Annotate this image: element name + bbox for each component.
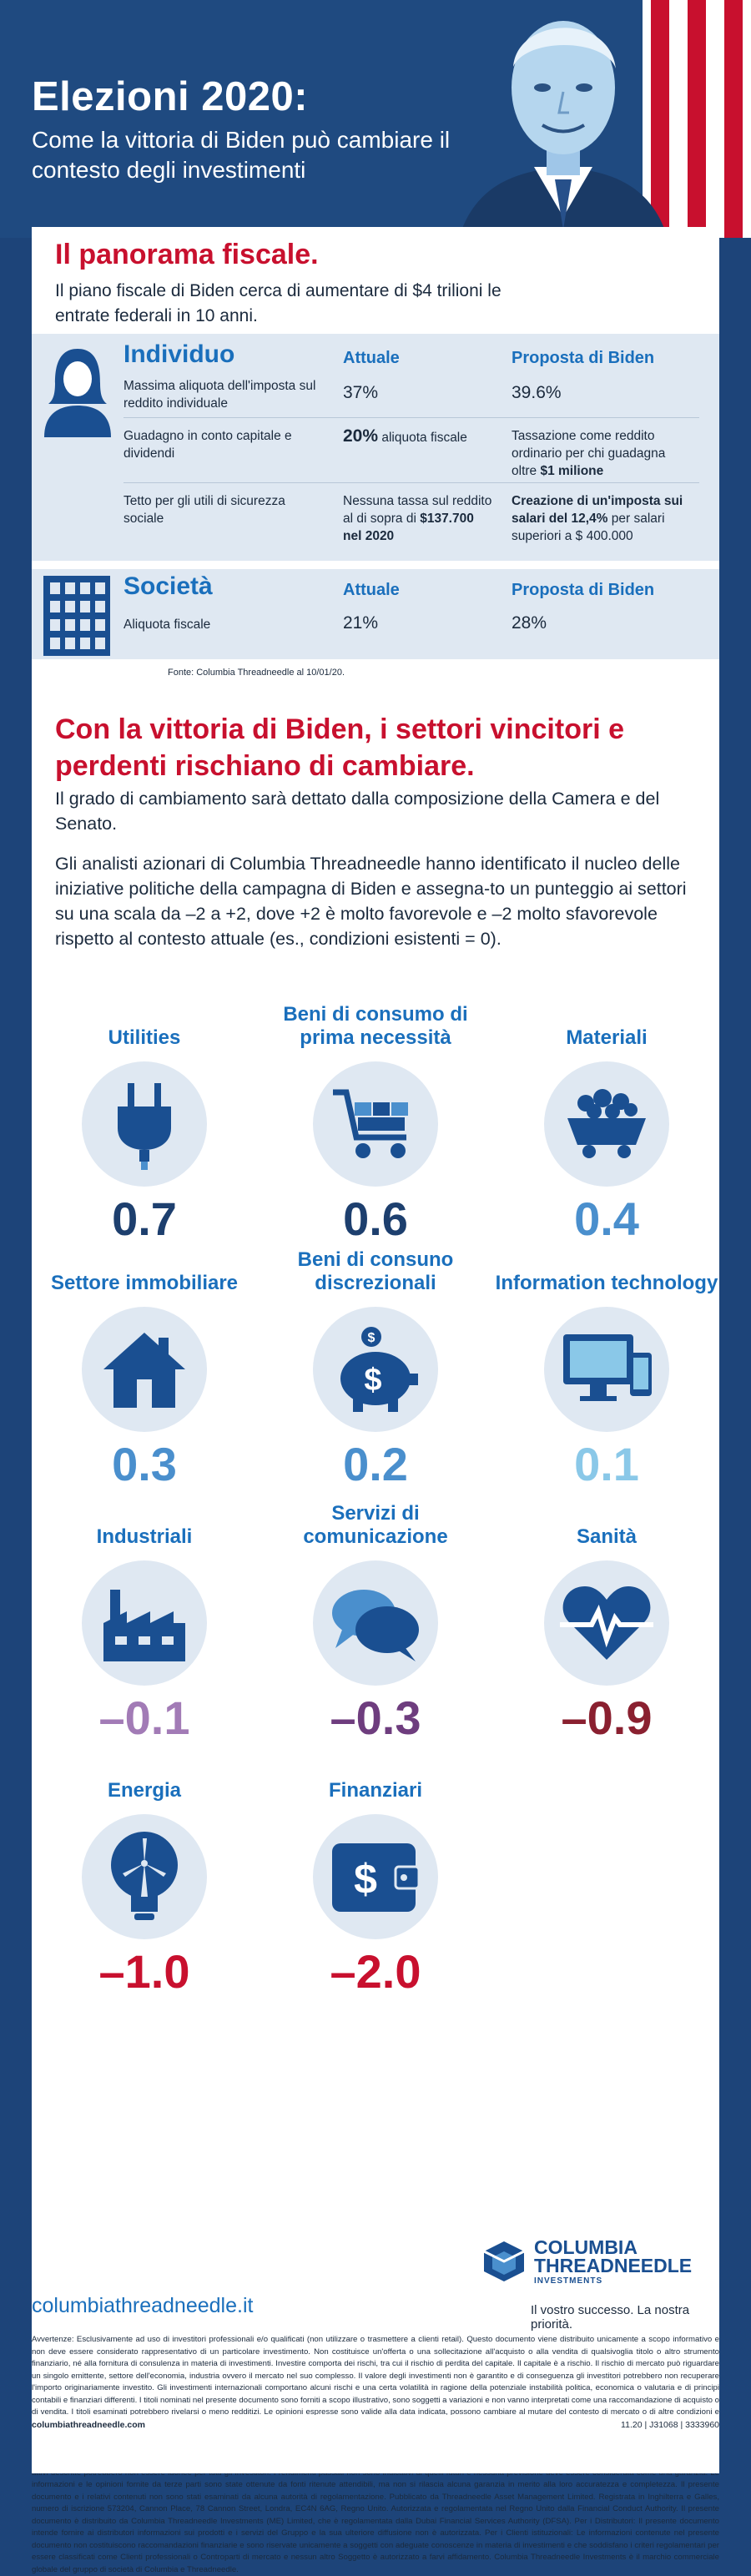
sector-financials: Finanziari $ –2.0 xyxy=(263,1756,488,1999)
societa-row-label: Aliquota fiscale xyxy=(123,618,211,632)
sector-score: –1.0 xyxy=(98,1945,190,1998)
main-panel: Il panorama fiscale. Il piano fiscale di… xyxy=(32,227,719,2574)
sectors-intro-p2: Gli analisti azionari di Columbia Thread… xyxy=(55,854,687,949)
sector-real-estate: Settore immobiliare 0.3 xyxy=(32,1248,257,1491)
sector-name: Industriali xyxy=(96,1525,193,1548)
logo-subtext: INVESTMENTS xyxy=(534,2276,603,2286)
fiscal-title: Il panorama fiscale. xyxy=(55,239,319,270)
person-icon xyxy=(44,349,111,437)
sector-communication-services: Servizi di comunicazione –0.3 xyxy=(263,1502,488,1745)
sector-name: Beni di consumo di prima necessità xyxy=(283,1003,468,1049)
svg-text:$: $ xyxy=(354,1856,377,1903)
plug-icon xyxy=(82,1061,207,1187)
individuo-row-current: 37% xyxy=(343,383,379,402)
sector-name: Materiali xyxy=(566,1026,648,1049)
sector-consumer-discretionary: Beni di consuno discrezionali $ $ 0.2 xyxy=(263,1248,488,1491)
societa-col-current: Attuale xyxy=(343,581,400,599)
societa-label: Società xyxy=(123,572,213,600)
individuo-row-proposal: 39.6% xyxy=(512,383,562,402)
computer-icon xyxy=(544,1307,669,1432)
individuo-card: Individuo Attuale Proposta di Biden Mass… xyxy=(32,334,719,561)
societa-row-current: 21% xyxy=(343,613,379,633)
tagline: Il vostro successo. La nostra priorità. xyxy=(531,2303,690,2332)
sector-score: –0.1 xyxy=(98,1691,190,1744)
individuo-row-proposal: Tassazione come reddito ordinario per ch… xyxy=(512,429,666,478)
page-title: Elezioni 2020: xyxy=(32,74,309,119)
row-divider xyxy=(123,482,699,483)
piggy-bank-icon: $ $ xyxy=(313,1307,438,1432)
sector-name: Utilities xyxy=(108,1026,181,1049)
row-divider xyxy=(123,417,699,418)
logo-mark-icon xyxy=(483,2241,525,2281)
heartbeat-icon xyxy=(544,1560,669,1686)
sector-consumer-staples: Beni di consumo di prima necessità 0.6 xyxy=(263,1003,488,1246)
source-note: Fonte: Columbia Threadneedle al 10/01/20… xyxy=(168,668,345,678)
logo-text: COLUMBIA THREADNEEDLE xyxy=(534,2236,693,2276)
sector-score: 0.1 xyxy=(574,1438,639,1490)
mine-cart-icon xyxy=(544,1061,669,1187)
chat-bubbles-icon xyxy=(313,1560,438,1686)
sector-name: Sanità xyxy=(576,1525,638,1548)
sector-materials: Materiali 0.4 xyxy=(494,1003,719,1246)
svg-text:$: $ xyxy=(364,1363,381,1398)
sector-name: Beni di consuno discrezionali xyxy=(297,1248,454,1294)
sector-score: –2.0 xyxy=(330,1945,421,1998)
societa-col-proposal: Proposta di Biden xyxy=(512,581,655,599)
biden-portrait-image xyxy=(459,21,668,238)
individuo-row-current: 20% aliquota fiscale xyxy=(343,426,467,446)
footer-code: 11.20 | J31068 | 3333960 xyxy=(621,2420,719,2430)
sector-name: Energia xyxy=(107,1779,182,1802)
footer-url[interactable]: columbiathreadneedle.com xyxy=(32,2420,145,2430)
individuo-row-proposal: Creazione di un'imposta sui salari del 1… xyxy=(512,494,683,543)
footer-strip: columbiathreadneedle.com 11.20 | J31068 … xyxy=(32,2415,719,2473)
sectors-title: Con la vittoria di Biden, i settori vinc… xyxy=(55,713,624,782)
website-link[interactable]: columbiathreadneedle.it xyxy=(32,2294,254,2317)
header-banner: Elezioni 2020: Come la vittoria di Biden… xyxy=(0,0,751,238)
individuo-row-label: Massima aliquota dell'imposta sul reddit… xyxy=(123,379,316,411)
individuo-col-current: Attuale xyxy=(343,349,400,367)
individuo-col-proposal: Proposta di Biden xyxy=(512,349,655,367)
sector-score: 0.4 xyxy=(574,1192,639,1245)
sector-name: Settore immobiliare xyxy=(50,1272,239,1294)
sector-score: 0.7 xyxy=(112,1192,177,1245)
individuo-row-current: Nessuna tassa sul reddito al di sopra di… xyxy=(343,494,492,543)
sector-score: 0.3 xyxy=(112,1438,177,1490)
wind-turbine-bulb-icon xyxy=(82,1814,207,1939)
flag-stripes xyxy=(643,0,751,238)
individuo-row-label: Guadagno in conto capitale e dividendi xyxy=(123,429,292,461)
shopping-cart-icon xyxy=(313,1061,438,1187)
sector-score: 0.2 xyxy=(343,1438,408,1490)
societa-card: Società Attuale Proposta di Biden Aliquo… xyxy=(32,569,719,659)
building-icon xyxy=(43,576,110,656)
sector-score: 0.6 xyxy=(343,1192,408,1245)
sector-energy: Energia –1.0 xyxy=(32,1756,257,1999)
sector-utilities: Utilities 0.7 xyxy=(32,1003,257,1246)
individuo-label: Individuo xyxy=(123,340,235,368)
sector-name: Servizi di comunicazione xyxy=(303,1502,448,1548)
individuo-row-label: Tetto per gli utili di sicurezza sociale xyxy=(123,494,285,526)
page-subtitle: Come la vittoria di Biden può cambiare i… xyxy=(32,127,451,183)
svg-text:$: $ xyxy=(368,1331,376,1345)
sector-name: Information technology xyxy=(495,1272,718,1294)
sectors-intro-p1: Il grado di cambiamento sarà dettato dal… xyxy=(55,789,660,834)
factory-icon xyxy=(82,1560,207,1686)
house-icon xyxy=(82,1307,207,1432)
wallet-icon: $ xyxy=(313,1814,438,1939)
sector-industrials: Industriali –0.1 xyxy=(32,1502,257,1745)
sector-score: –0.3 xyxy=(330,1691,421,1744)
sector-name: Finanziari xyxy=(328,1779,423,1802)
societa-row-proposal: 28% xyxy=(512,613,547,633)
sector-score: –0.9 xyxy=(561,1691,653,1744)
fiscal-text: Il piano fiscale di Biden cerca di aumen… xyxy=(55,281,502,325)
sector-information-technology: Information technology 0.1 xyxy=(494,1248,719,1491)
sector-health-care: Sanità –0.9 xyxy=(494,1502,719,1745)
